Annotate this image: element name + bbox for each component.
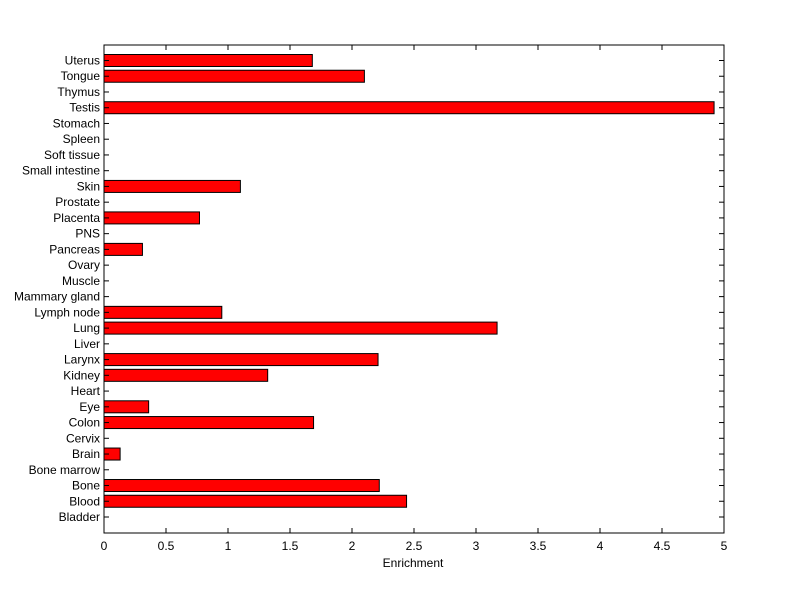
x-tick-label-2: 1 — [225, 539, 232, 553]
y-tick-label-spleen: Spleen — [63, 132, 100, 146]
bar-placenta — [103, 211, 200, 225]
y-tick-label-colon: Colon — [69, 416, 100, 430]
bar-blood — [103, 494, 408, 508]
y-tick-label-blood: Blood — [69, 494, 100, 508]
y-tick-label-eye: Eye — [79, 400, 100, 414]
x-tick-label-10: 5 — [721, 539, 728, 553]
y-tick-label-cervix: Cervix — [66, 431, 100, 445]
y-tick-label-bone-marrow: Bone marrow — [29, 463, 101, 477]
y-tick-label-kidney: Kidney — [63, 368, 100, 382]
y-tick-label-prostate: Prostate — [55, 195, 100, 209]
y-tick-label-stomach: Stomach — [53, 116, 100, 130]
bar-lymph-node — [103, 305, 223, 319]
bar-colon — [103, 416, 315, 430]
x-tick-label-6: 3 — [473, 539, 480, 553]
bar-skin — [103, 179, 241, 193]
bar-uterus — [103, 54, 313, 67]
bar-pancreas — [103, 242, 143, 256]
y-tick-label-small-intestine: Small intestine — [22, 164, 100, 178]
bar-tongue — [103, 69, 365, 83]
y-tick-label-ovary: Ovary — [68, 258, 100, 272]
y-tick-label-thymus: Thymus — [57, 85, 100, 99]
x-tick-label-7: 3.5 — [530, 539, 547, 553]
x-axis-label: Enrichment — [383, 556, 444, 570]
y-tick-label-testis: Testis — [69, 101, 100, 115]
y-tick-label-brain: Brain — [72, 447, 100, 461]
x-tick-label-4: 2 — [349, 539, 356, 553]
y-tick-label-placenta: Placenta — [53, 211, 100, 225]
x-tick-label-3: 1.5 — [282, 539, 299, 553]
x-tick-label-8: 4 — [597, 539, 604, 553]
y-tick-label-uterus: Uterus — [65, 54, 100, 68]
y-tick-label-bladder: Bladder — [59, 510, 100, 524]
x-ticks-group: 0 0.5 1 1.5 2 2.5 3 3.5 4 4.5 5 — [101, 45, 728, 553]
bar-kidney — [103, 368, 269, 382]
bar-larynx — [103, 353, 379, 367]
x-tick-label-1: 0.5 — [158, 539, 175, 553]
y-tick-label-tongue: Tongue — [61, 69, 101, 83]
x-tick-label-9: 4.5 — [654, 539, 671, 553]
y-tick-label-pns: PNS — [75, 227, 100, 241]
x-tick-label-5: 2.5 — [406, 539, 423, 553]
plot-area — [104, 45, 724, 533]
y-tick-label-lung: Lung — [73, 321, 100, 335]
bar-eye — [103, 400, 150, 414]
y-tick-label-soft-tissue: Soft tissue — [44, 148, 100, 162]
y-tick-label-mammary-gland: Mammary gland — [14, 290, 100, 304]
bar-bone — [103, 479, 380, 493]
bar-testis — [103, 101, 715, 115]
x-tick-label-0: 0 — [101, 539, 108, 553]
y-tick-label-bone: Bone — [72, 479, 100, 493]
bar-lung — [103, 321, 498, 335]
y-tick-label-pancreas: Pancreas — [49, 242, 100, 256]
y-tick-label-heart: Heart — [71, 384, 101, 398]
y-tick-label-muscle: Muscle — [62, 274, 100, 288]
y-tick-label-liver: Liver — [74, 337, 100, 351]
y-tick-label-lymph-node: Lymph node — [34, 305, 100, 319]
y-tick-label-skin: Skin — [77, 179, 100, 193]
y-tick-label-larynx: Larynx — [64, 353, 100, 367]
